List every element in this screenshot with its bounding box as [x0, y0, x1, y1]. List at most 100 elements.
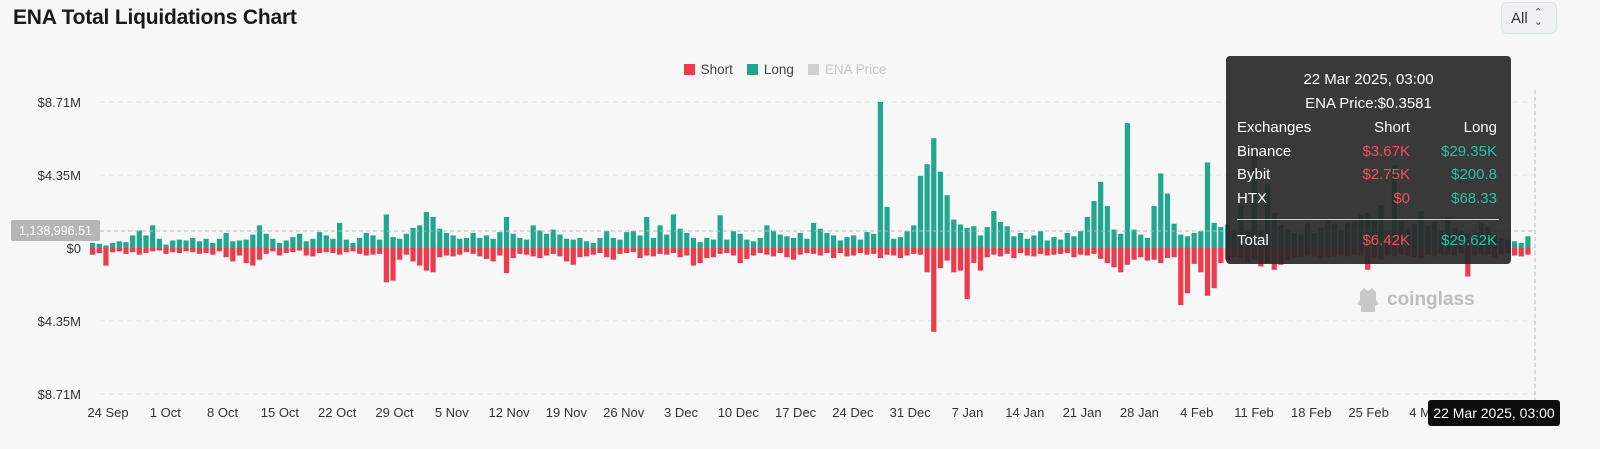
short-bar[interactable] [811, 248, 817, 254]
short-bar[interactable] [804, 248, 810, 254]
short-bar[interactable] [1138, 248, 1144, 258]
short-bar[interactable] [1204, 248, 1211, 296]
long-bar[interactable] [150, 225, 156, 248]
short-bar[interactable] [997, 248, 1004, 257]
long-bar[interactable] [757, 237, 763, 248]
long-bar[interactable] [737, 233, 743, 248]
long-bar[interactable] [397, 238, 403, 248]
long-bar[interactable] [490, 238, 496, 248]
long-bar[interactable] [1031, 235, 1037, 248]
short-bar[interactable] [296, 248, 303, 251]
long-bar[interactable] [811, 222, 817, 248]
short-bar[interactable] [463, 248, 470, 253]
short-bar[interactable] [1078, 248, 1084, 255]
short-bar[interactable] [557, 248, 563, 257]
long-bar[interactable] [170, 240, 176, 248]
short-bar[interactable] [790, 248, 797, 260]
long-bar[interactable] [977, 235, 984, 248]
short-bar[interactable] [977, 248, 984, 271]
long-bar[interactable] [590, 242, 596, 248]
long-bar[interactable] [1091, 201, 1097, 248]
long-bar[interactable] [784, 236, 790, 248]
short-bar[interactable] [156, 248, 162, 251]
short-bar[interactable] [1218, 248, 1224, 264]
short-bar[interactable] [1178, 248, 1184, 305]
short-bar[interactable] [670, 248, 677, 254]
long-bar[interactable] [864, 232, 870, 248]
long-bar[interactable] [430, 216, 436, 248]
short-bar[interactable] [1031, 248, 1037, 257]
long-bar[interactable] [831, 235, 837, 248]
short-bar[interactable] [1158, 248, 1164, 264]
long-bar[interactable] [657, 225, 663, 248]
short-bar[interactable] [757, 248, 763, 254]
short-bar[interactable] [163, 248, 169, 254]
long-bar[interactable] [730, 231, 737, 248]
short-bar[interactable] [303, 248, 309, 256]
long-bar[interactable] [637, 235, 643, 248]
short-bar[interactable] [316, 248, 323, 254]
long-bar[interactable] [537, 230, 543, 248]
long-bar[interactable] [630, 231, 636, 248]
long-bar[interactable] [1131, 229, 1137, 248]
long-bar[interactable] [110, 242, 116, 248]
short-bar[interactable] [1084, 248, 1090, 256]
long-bar[interactable] [891, 238, 897, 248]
long-bar[interactable] [377, 239, 383, 248]
short-bar[interactable] [924, 248, 930, 273]
long-bar[interactable] [477, 237, 483, 248]
short-bar[interactable] [550, 248, 556, 254]
long-bar[interactable] [1044, 240, 1050, 248]
long-bar[interactable] [1111, 229, 1117, 248]
long-bar[interactable] [236, 240, 243, 248]
long-bar[interactable] [483, 235, 490, 248]
short-bar[interactable] [403, 248, 409, 255]
short-bar[interactable] [937, 248, 944, 269]
long-bar[interactable] [470, 232, 476, 248]
short-bar[interactable] [330, 248, 336, 254]
short-bar[interactable] [1091, 248, 1097, 254]
long-bar[interactable] [1518, 242, 1524, 248]
long-bar[interactable] [1024, 238, 1030, 248]
short-bar[interactable] [363, 248, 369, 256]
short-bar[interactable] [310, 248, 316, 257]
long-bar[interactable] [997, 222, 1004, 248]
short-bar[interactable] [290, 248, 296, 253]
short-bar[interactable] [1111, 248, 1117, 268]
short-bar[interactable] [497, 248, 503, 256]
short-bar[interactable] [1017, 248, 1024, 254]
long-bar[interactable] [216, 238, 223, 248]
long-bar[interactable] [1191, 232, 1197, 248]
short-bar[interactable] [777, 248, 783, 254]
short-bar[interactable] [1151, 248, 1157, 260]
short-bar[interactable] [897, 248, 903, 259]
short-bar[interactable] [697, 248, 703, 264]
short-bar[interactable] [223, 248, 229, 258]
long-bar[interactable] [557, 234, 563, 248]
short-bar[interactable] [130, 248, 136, 253]
long-bar[interactable] [717, 215, 723, 248]
short-bar[interactable] [1164, 248, 1171, 259]
short-bar[interactable] [563, 248, 570, 262]
short-bar[interactable] [737, 248, 743, 264]
long-bar[interactable] [1084, 216, 1090, 248]
long-bar[interactable] [844, 237, 850, 248]
short-bar[interactable] [1104, 248, 1110, 264]
short-bar[interactable] [196, 248, 203, 254]
long-bar[interactable] [570, 239, 576, 248]
long-bar[interactable] [704, 237, 710, 248]
short-bar[interactable] [276, 248, 283, 256]
long-bar[interactable] [390, 237, 396, 248]
short-bar[interactable] [343, 248, 349, 253]
long-bar[interactable] [904, 231, 910, 248]
long-bar[interactable] [877, 102, 883, 248]
short-bar[interactable] [884, 248, 890, 255]
long-bar[interactable] [283, 240, 289, 248]
short-bar[interactable] [183, 248, 189, 252]
short-bar[interactable] [397, 248, 403, 260]
short-bar[interactable] [110, 248, 116, 253]
short-bar[interactable] [1525, 248, 1531, 255]
short-bar[interactable] [1118, 248, 1124, 273]
long-bar[interactable] [1037, 231, 1044, 248]
long-bar[interactable] [1118, 233, 1124, 248]
